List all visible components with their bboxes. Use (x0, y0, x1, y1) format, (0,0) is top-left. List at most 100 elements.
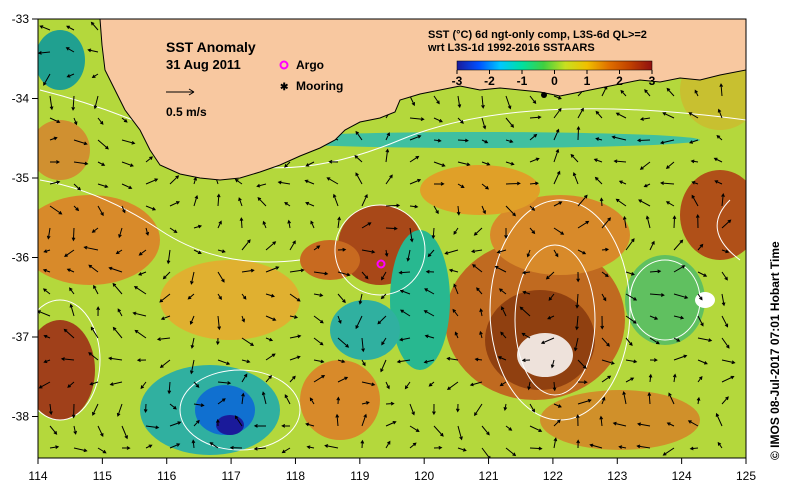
velocity-arrow (73, 139, 88, 146)
velocity-arrow (385, 226, 398, 231)
velocity-arrow (190, 271, 195, 285)
velocity-arrow (665, 201, 675, 207)
velocity-arrow (550, 359, 555, 369)
velocity-arrow (63, 328, 75, 339)
velocity-arrow (88, 352, 99, 361)
velocity-arrow (400, 309, 411, 317)
velocity-arrow (721, 359, 736, 365)
velocity-arrow (121, 446, 131, 450)
velocity-arrow (636, 444, 651, 449)
velocity-arrow (672, 215, 677, 229)
velocity-arrow (453, 283, 459, 295)
velocity-arrow (673, 293, 689, 299)
velocity-arrow (159, 359, 171, 369)
velocity-arrow (601, 293, 607, 302)
velocity-arrow (649, 269, 662, 274)
velocity-arrow (241, 239, 251, 251)
velocity-arrow (169, 201, 180, 207)
velocity-arrow (265, 266, 280, 273)
velocity-arrow (381, 337, 387, 346)
velocity-arrow (239, 217, 244, 229)
argo-icon (279, 60, 289, 70)
velocity-arrow (427, 249, 435, 258)
velocity-arrow (241, 337, 255, 347)
velocity-arrow (71, 227, 76, 242)
velocity-arrow (433, 182, 445, 186)
velocity-arrow (577, 220, 590, 229)
velocity-arrow (717, 441, 723, 449)
velocity-arrow (193, 403, 205, 407)
velocity-arrow (355, 315, 363, 330)
velocity-arrow (636, 138, 651, 143)
velocity-arrow (43, 359, 51, 364)
velocity-arrow (622, 215, 627, 229)
velocity-arrow (721, 193, 725, 207)
velocity-arrow (625, 377, 635, 383)
velocity-arrow (521, 270, 531, 275)
velocity-arrow (552, 381, 557, 392)
velocity-arrow (69, 287, 75, 295)
velocity-arrow (448, 268, 459, 273)
velocity-arrow (169, 421, 182, 427)
velocity-arrow (662, 112, 675, 119)
velocity-arrow (600, 315, 605, 330)
velocity-arrow (234, 178, 243, 185)
velocity-arrow (217, 220, 222, 229)
velocity-arrow (713, 157, 723, 163)
velocity-arrow (662, 447, 675, 456)
velocity-arrow (337, 315, 342, 324)
velocity-arrow (573, 337, 579, 352)
velocity-arrow (428, 381, 435, 387)
velocity-arrow (313, 359, 325, 364)
velocity-arrow (648, 373, 653, 383)
velocity-arrow (358, 293, 363, 305)
x-tick-label: 114 (28, 469, 47, 483)
velocity-arrow (90, 21, 99, 31)
y-axis: -33 -34 -35 -36 -37 -38 (12, 12, 38, 424)
velocity-arrow (505, 117, 515, 128)
velocity-arrow (49, 205, 63, 215)
velocity-arrow (715, 412, 723, 427)
velocity-arrow (545, 271, 555, 280)
velocity-arrow (89, 381, 99, 386)
velocity-arrow (697, 359, 708, 365)
sst-cool-patch (216, 415, 244, 435)
velocity-arrow (305, 201, 315, 207)
velocity-arrow (289, 240, 296, 251)
velocity-arrow (529, 227, 536, 235)
velocity-arrow (385, 174, 393, 185)
velocity-arrow (601, 396, 606, 405)
velocity-arrow (638, 199, 651, 207)
velocity-arrow (361, 249, 376, 254)
velocity-arrow (265, 293, 275, 298)
velocity-arrow (649, 337, 660, 345)
colorbar: SST (°C) 6d ngt-only comp, L3S-6d QL>=2 … (427, 29, 656, 88)
velocity-arrow (253, 446, 267, 451)
velocity-arrow (49, 445, 60, 449)
velocity-arrow (521, 332, 531, 339)
velocity-arrow (433, 138, 442, 143)
velocity-arrow (625, 337, 633, 347)
velocity-arrow (457, 447, 467, 452)
velocity-arrow (217, 249, 226, 254)
velocity-arrow (577, 380, 588, 385)
velocity-arrow (262, 220, 267, 229)
scale-label: 0.5 m/s (166, 105, 207, 119)
velocity-arrow (43, 249, 51, 253)
velocity-arrow (553, 95, 562, 100)
y-tick-label: -34 (12, 92, 30, 106)
x-tick-label: 115 (93, 469, 112, 483)
velocity-arrow (529, 181, 539, 186)
contour-lines (38, 89, 746, 451)
velocity-arrow (377, 315, 387, 325)
velocity-arrow (577, 249, 587, 255)
x-tick-label: 125 (736, 469, 756, 483)
mooring-icon: ✱ (280, 82, 289, 93)
velocity-arrow (385, 132, 390, 141)
velocity-arrow (615, 112, 627, 119)
velocity-arrow (505, 95, 512, 110)
velocity-arrow (589, 443, 603, 449)
velocity-arrow (241, 392, 245, 405)
velocity-arrow (355, 172, 363, 185)
velocity-arrow (499, 381, 507, 387)
